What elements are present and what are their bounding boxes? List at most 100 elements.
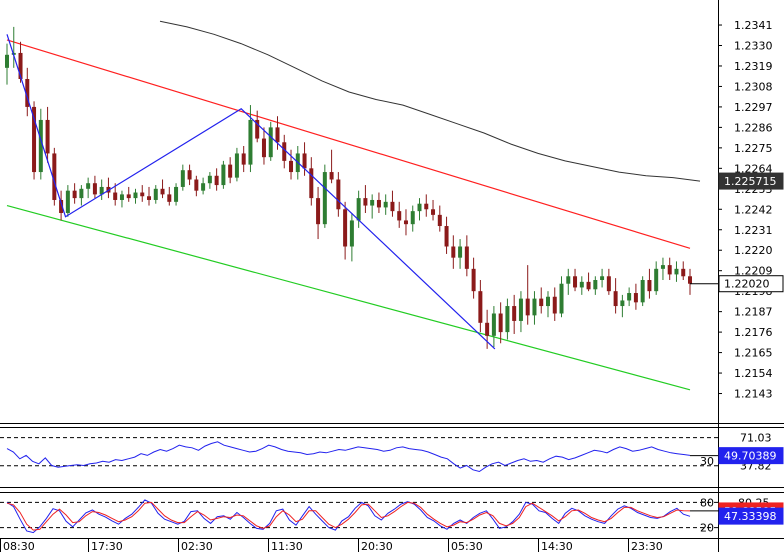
candle	[376, 192, 381, 213]
candle-body	[363, 198, 368, 206]
candle	[282, 134, 287, 169]
candle	[180, 164, 185, 191]
candle	[451, 235, 456, 269]
candle-body	[586, 281, 591, 290]
osc1-value-badge: 49.70389	[718, 447, 784, 465]
candle-body	[444, 226, 449, 247]
current-price-badge: 1.22020	[718, 275, 784, 293]
candle	[491, 306, 496, 347]
candle	[174, 183, 179, 206]
time-tick-label: 08:30	[3, 540, 35, 552]
candle-body	[458, 246, 463, 258]
moving-average-badge: 1.225715	[718, 172, 784, 190]
time-tick-label: 17:30	[91, 540, 123, 552]
candle-body	[180, 170, 185, 187]
candle-body	[674, 268, 679, 275]
candle	[525, 265, 530, 325]
candle-body	[403, 220, 408, 225]
candle-body	[316, 198, 321, 225]
candle	[45, 106, 50, 163]
candle	[620, 294, 625, 318]
candle	[25, 67, 30, 117]
moving-average-layer	[159, 20, 701, 182]
candle	[322, 164, 327, 228]
candle	[410, 205, 415, 232]
candle	[221, 160, 226, 189]
time-tick-label: 05:30	[451, 540, 483, 552]
candle	[32, 101, 37, 180]
candle-body	[32, 106, 37, 173]
candle-body	[431, 209, 436, 215]
candle	[606, 268, 611, 295]
osc2-series-line	[6, 501, 691, 531]
candle-body	[532, 298, 537, 316]
candle	[383, 194, 388, 215]
price-axis-ticks: 1.2341 1.2330 1.2319 1.2308 1.2297 1.2286 1.22…	[718, 19, 773, 401]
time-tick-label: 02:30	[181, 540, 213, 552]
candle	[471, 257, 476, 299]
candle	[248, 105, 253, 173]
candle-body	[126, 194, 131, 199]
candle-body	[349, 220, 354, 247]
price-tick-label: 1.2165	[734, 347, 773, 360]
time-tick-label: 14:30	[541, 540, 573, 552]
candle-body	[485, 322, 490, 336]
osc2-blue-badge-text: 47.33398	[724, 510, 777, 523]
candle	[187, 164, 192, 186]
candle	[586, 272, 591, 292]
candle	[113, 183, 118, 206]
candle	[343, 201, 348, 260]
current-price-badge-text: 1.22020	[724, 278, 770, 291]
candle-body	[5, 54, 9, 68]
candle-body	[18, 52, 23, 79]
candle	[126, 186, 131, 202]
osc1-value-badge-text: 49.70389	[724, 450, 777, 463]
osc2-level-label-top: 80	[700, 496, 714, 509]
candle	[498, 302, 503, 344]
candle	[397, 201, 402, 228]
price-tick-label: 1.2330	[734, 40, 773, 53]
osc2-series-line	[6, 499, 691, 534]
candle-body	[681, 268, 686, 277]
price-tick-label: 1.2187	[734, 306, 773, 319]
candle-body	[336, 179, 341, 210]
oscillator-2-layer: 802080.2537.12	[0, 496, 772, 535]
osc1-level-label: 71.03	[740, 432, 772, 445]
upper-channel-line	[6, 39, 691, 249]
candle-body	[79, 188, 84, 199]
candle-body	[410, 211, 415, 225]
candle	[201, 177, 206, 195]
candle-body	[275, 127, 280, 143]
candle-body	[424, 203, 429, 210]
candle-body	[201, 183, 206, 191]
candle-body	[228, 164, 233, 178]
candle	[167, 186, 172, 206]
candle-body	[261, 138, 266, 158]
candle	[92, 175, 97, 199]
candle-body	[241, 153, 246, 165]
candle	[681, 261, 686, 280]
candle-body	[390, 201, 395, 212]
candle-body	[505, 306, 510, 333]
moving-average-badge-text: 1.225715	[724, 175, 777, 188]
candle-body	[471, 268, 476, 292]
candle-body	[478, 291, 483, 323]
osc1-value-badge-bg	[718, 447, 784, 465]
moving-average-line	[159, 20, 701, 182]
candle	[133, 188, 138, 204]
price-tick-label: 1.2264	[734, 162, 773, 175]
candle-body	[525, 298, 530, 316]
candle	[627, 287, 632, 307]
candle	[431, 199, 436, 221]
candle-body	[491, 313, 496, 336]
candle-body	[343, 209, 348, 247]
candle	[545, 291, 550, 318]
price-tick-label: 1.2231	[734, 224, 773, 237]
candle-body	[606, 276, 611, 292]
candle	[302, 142, 307, 176]
candle	[539, 287, 544, 314]
candle-body	[194, 179, 199, 191]
time-tick-label: 23:30	[631, 540, 663, 552]
